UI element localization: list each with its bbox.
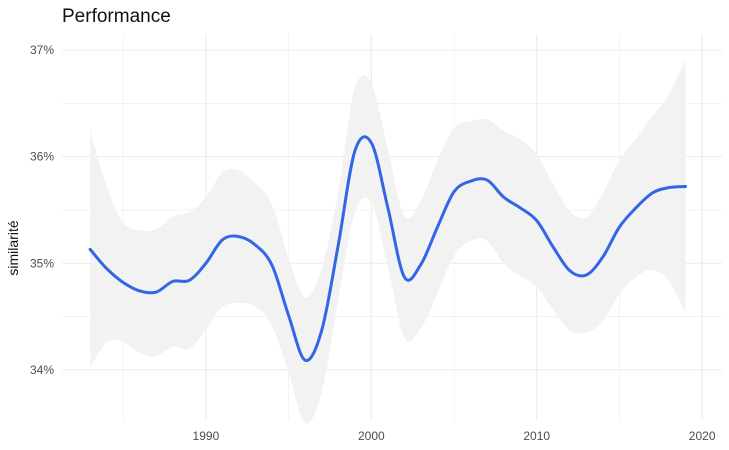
x-tick-label: 2020 xyxy=(689,429,716,443)
chart-title: Performance xyxy=(62,6,171,27)
x-axis-ticks: 1990 2000 2010 2020 xyxy=(193,429,716,443)
y-tick-label: 36% xyxy=(30,150,54,164)
y-axis-title: similarité xyxy=(5,220,21,275)
x-tick-label: 2010 xyxy=(523,429,550,443)
x-tick-label: 2000 xyxy=(358,429,385,443)
series-line xyxy=(88,135,688,363)
y-tick-label: 34% xyxy=(30,363,54,377)
x-tick-label: 1990 xyxy=(193,429,220,443)
y-tick-label: 35% xyxy=(30,256,54,270)
confidence-band xyxy=(90,59,686,424)
y-axis-ticks: 34% 35% 36% 37% xyxy=(30,43,54,377)
y-tick-label: 37% xyxy=(30,43,54,57)
